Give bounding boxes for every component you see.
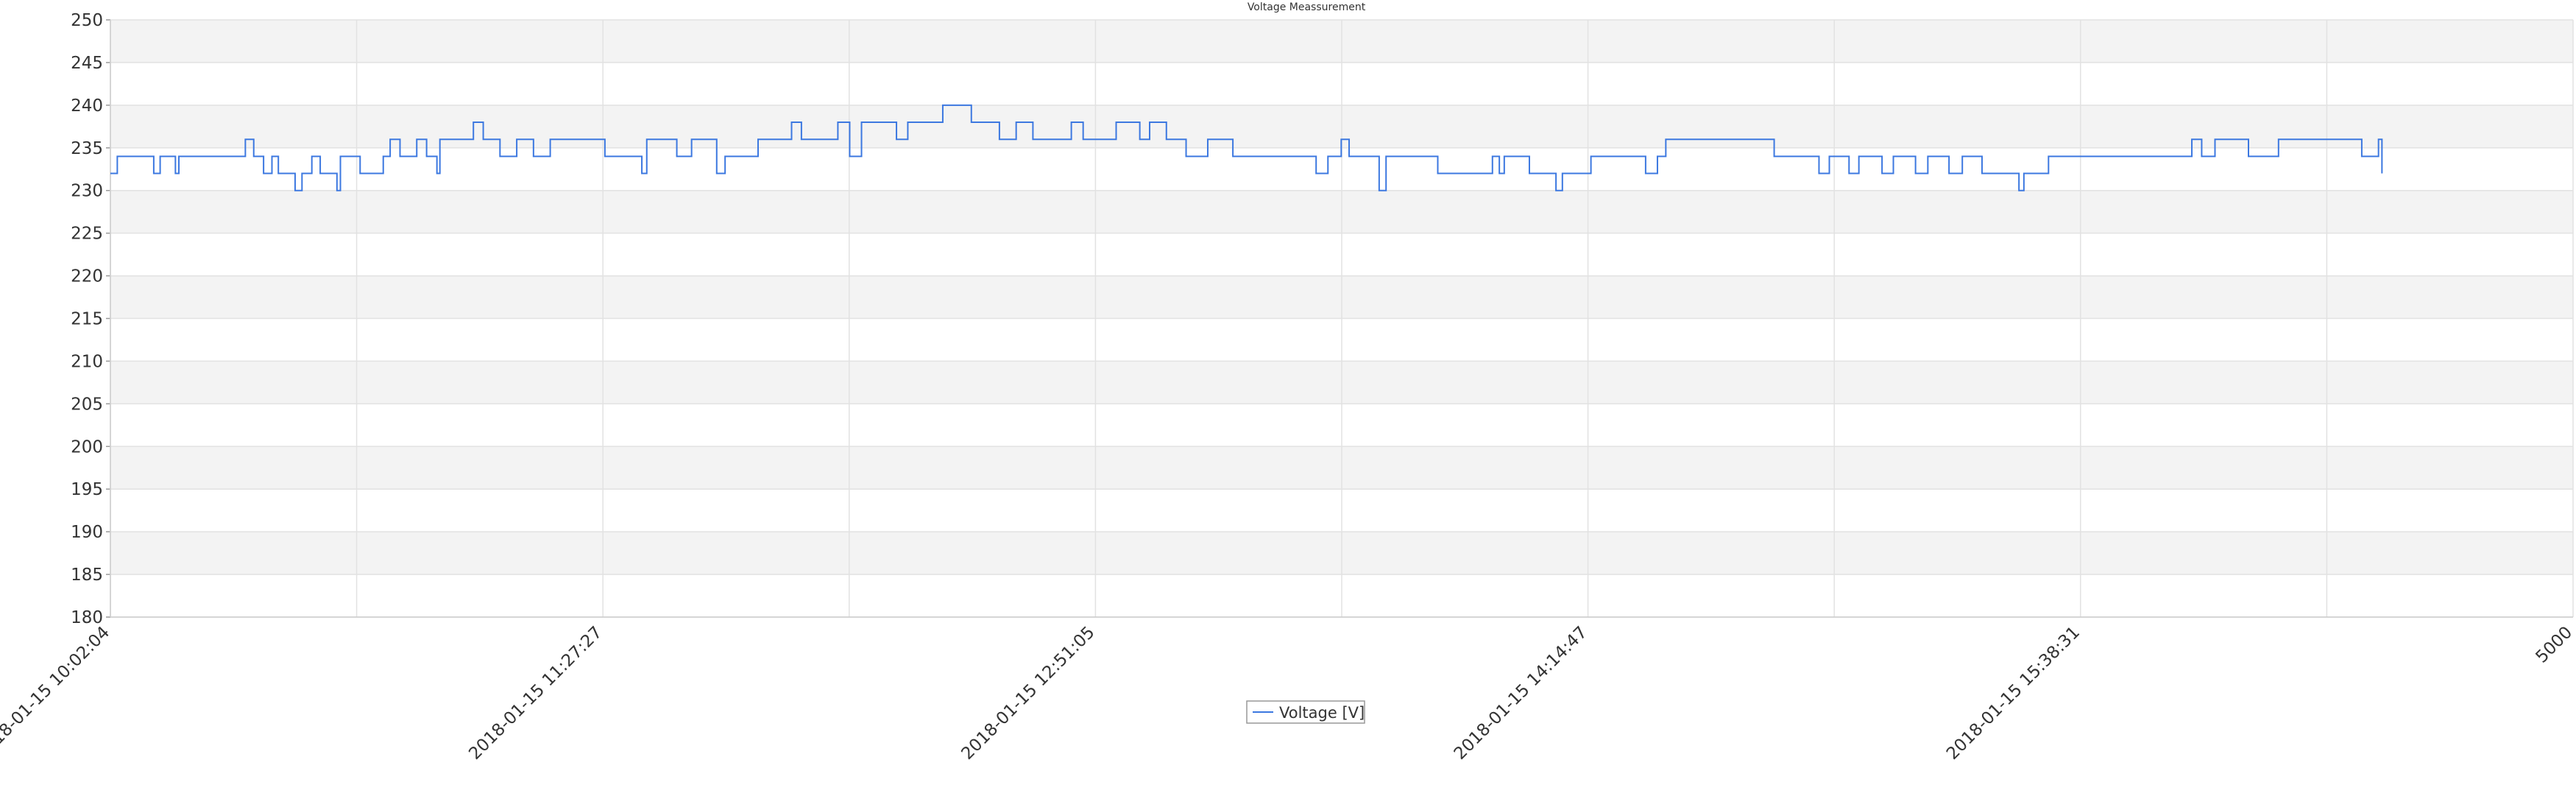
legend-label: Voltage [V] <box>1279 704 1365 722</box>
x-tick-label: 2018-01-15 10:02:04 <box>0 623 113 764</box>
x-tick-label: 5000 <box>2532 623 2576 667</box>
x-tick-label: 2018-01-15 14:14:47 <box>1451 623 1591 764</box>
y-tick-label: 200 <box>71 437 103 457</box>
y-tick-label: 220 <box>71 267 103 286</box>
y-tick-label: 250 <box>71 11 103 30</box>
y-tick-label: 240 <box>71 96 103 116</box>
y-tick-label: 215 <box>71 310 103 329</box>
y-tick-label: 245 <box>71 54 103 73</box>
y-tick-label: 230 <box>71 182 103 201</box>
x-tick-label: 2018-01-15 12:51:05 <box>958 623 1099 764</box>
y-tick-label: 205 <box>71 395 103 414</box>
x-tick-label: 2018-01-15 15:38:31 <box>1943 623 2084 764</box>
y-tick-label: 190 <box>71 523 103 542</box>
y-tick-label: 210 <box>71 352 103 371</box>
y-tick-label: 235 <box>71 139 103 158</box>
y-tick-label: 185 <box>71 566 103 585</box>
x-tick-label: 2018-01-15 11:27:27 <box>465 623 606 764</box>
y-tick-label: 180 <box>71 608 103 627</box>
y-tick-label: 225 <box>71 225 103 244</box>
chart-title: Voltage Meassurement <box>1248 1 1366 13</box>
data-line <box>110 104 2383 191</box>
y-tick-label: 195 <box>71 480 103 499</box>
